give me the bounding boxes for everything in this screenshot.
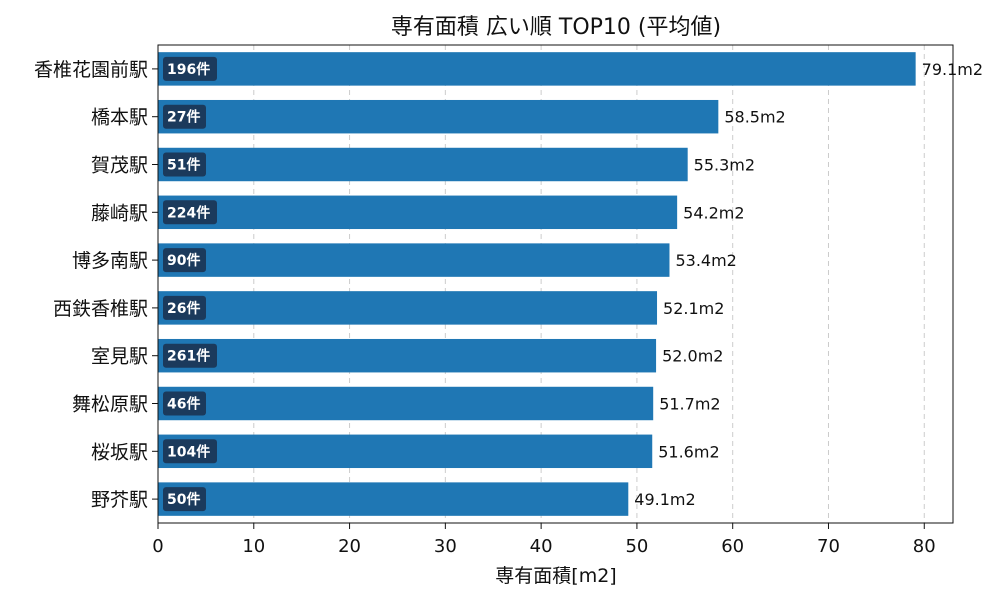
count-badge xyxy=(163,200,217,225)
count-badge xyxy=(163,487,206,512)
value-label: 51.6m2 xyxy=(658,442,719,461)
category-label: 桜坂駅 xyxy=(91,441,148,463)
x-axis-ticks: 0 10 20 30 40 50 60 70 80 xyxy=(152,523,936,557)
x-tick-label: 10 xyxy=(242,536,265,557)
category-label: 博多南駅 xyxy=(72,250,148,272)
count-label: 26件 xyxy=(167,300,200,317)
count-badge xyxy=(163,248,206,273)
x-tick-label: 30 xyxy=(434,536,457,557)
value-label: 53.4m2 xyxy=(675,251,736,270)
value-label: 79.1m2 xyxy=(922,60,983,79)
bar xyxy=(158,482,629,516)
count-badge xyxy=(163,343,217,368)
bar xyxy=(158,291,658,325)
bar xyxy=(158,243,670,277)
bar xyxy=(158,386,654,421)
value-label: 51.7m2 xyxy=(659,395,720,414)
x-axis-label: 専有面積[m2] xyxy=(495,565,616,587)
count-label: 196件 xyxy=(167,61,210,78)
x-tick-label: 80 xyxy=(913,536,936,557)
x-tick-label: 0 xyxy=(152,536,163,557)
count-badge xyxy=(163,56,217,81)
bar xyxy=(158,147,688,182)
value-label: 49.1m2 xyxy=(634,490,695,509)
x-tick-label: 20 xyxy=(338,536,361,557)
x-tick-label: 50 xyxy=(625,536,648,557)
count-label: 261件 xyxy=(167,348,210,365)
plot-frame xyxy=(157,44,954,524)
count-label: 104件 xyxy=(167,443,210,460)
count-label: 50件 xyxy=(167,491,200,508)
x-tick-label: 60 xyxy=(721,536,744,557)
count-label: 224件 xyxy=(167,204,210,221)
bar xyxy=(158,338,657,373)
category-label: 野芥駅 xyxy=(91,489,148,511)
count-label: 90件 xyxy=(167,252,200,269)
count-label: 51件 xyxy=(167,157,200,174)
count-label: 46件 xyxy=(167,396,200,413)
category-label: 舞松原駅 xyxy=(72,394,148,416)
x-tick-label: 40 xyxy=(530,536,553,557)
category-label: 香椎花園前駅 xyxy=(34,59,148,81)
bar xyxy=(158,434,653,469)
count-badge xyxy=(163,439,217,464)
count-badge xyxy=(163,104,206,129)
category-label: 室見駅 xyxy=(91,346,148,368)
value-label: 54.2m2 xyxy=(683,203,744,222)
count-label: 27件 xyxy=(167,109,200,126)
x-tick-label: 70 xyxy=(817,536,840,557)
bar xyxy=(158,195,678,230)
category-label: 賀茂駅 xyxy=(91,155,148,177)
value-label: 58.5m2 xyxy=(724,108,785,127)
count-badge xyxy=(163,295,206,320)
value-label: 52.0m2 xyxy=(662,347,723,366)
bars: 196件 79.1m2 27件 58.5m2 51件 55.3m2 224件 54.2m2 90… xyxy=(158,52,983,516)
value-label: 55.3m2 xyxy=(694,156,755,175)
count-badge xyxy=(163,152,206,177)
bar xyxy=(158,52,916,86)
category-label: 橋本駅 xyxy=(91,107,148,129)
category-label: 西鉄香椎駅 xyxy=(53,298,148,320)
value-label: 52.1m2 xyxy=(663,299,724,318)
count-badge xyxy=(163,391,206,416)
bar xyxy=(158,99,719,134)
category-label: 藤崎駅 xyxy=(91,202,148,224)
chart-title: 専有面積 広い順 TOP10 (平均値) xyxy=(391,15,721,40)
